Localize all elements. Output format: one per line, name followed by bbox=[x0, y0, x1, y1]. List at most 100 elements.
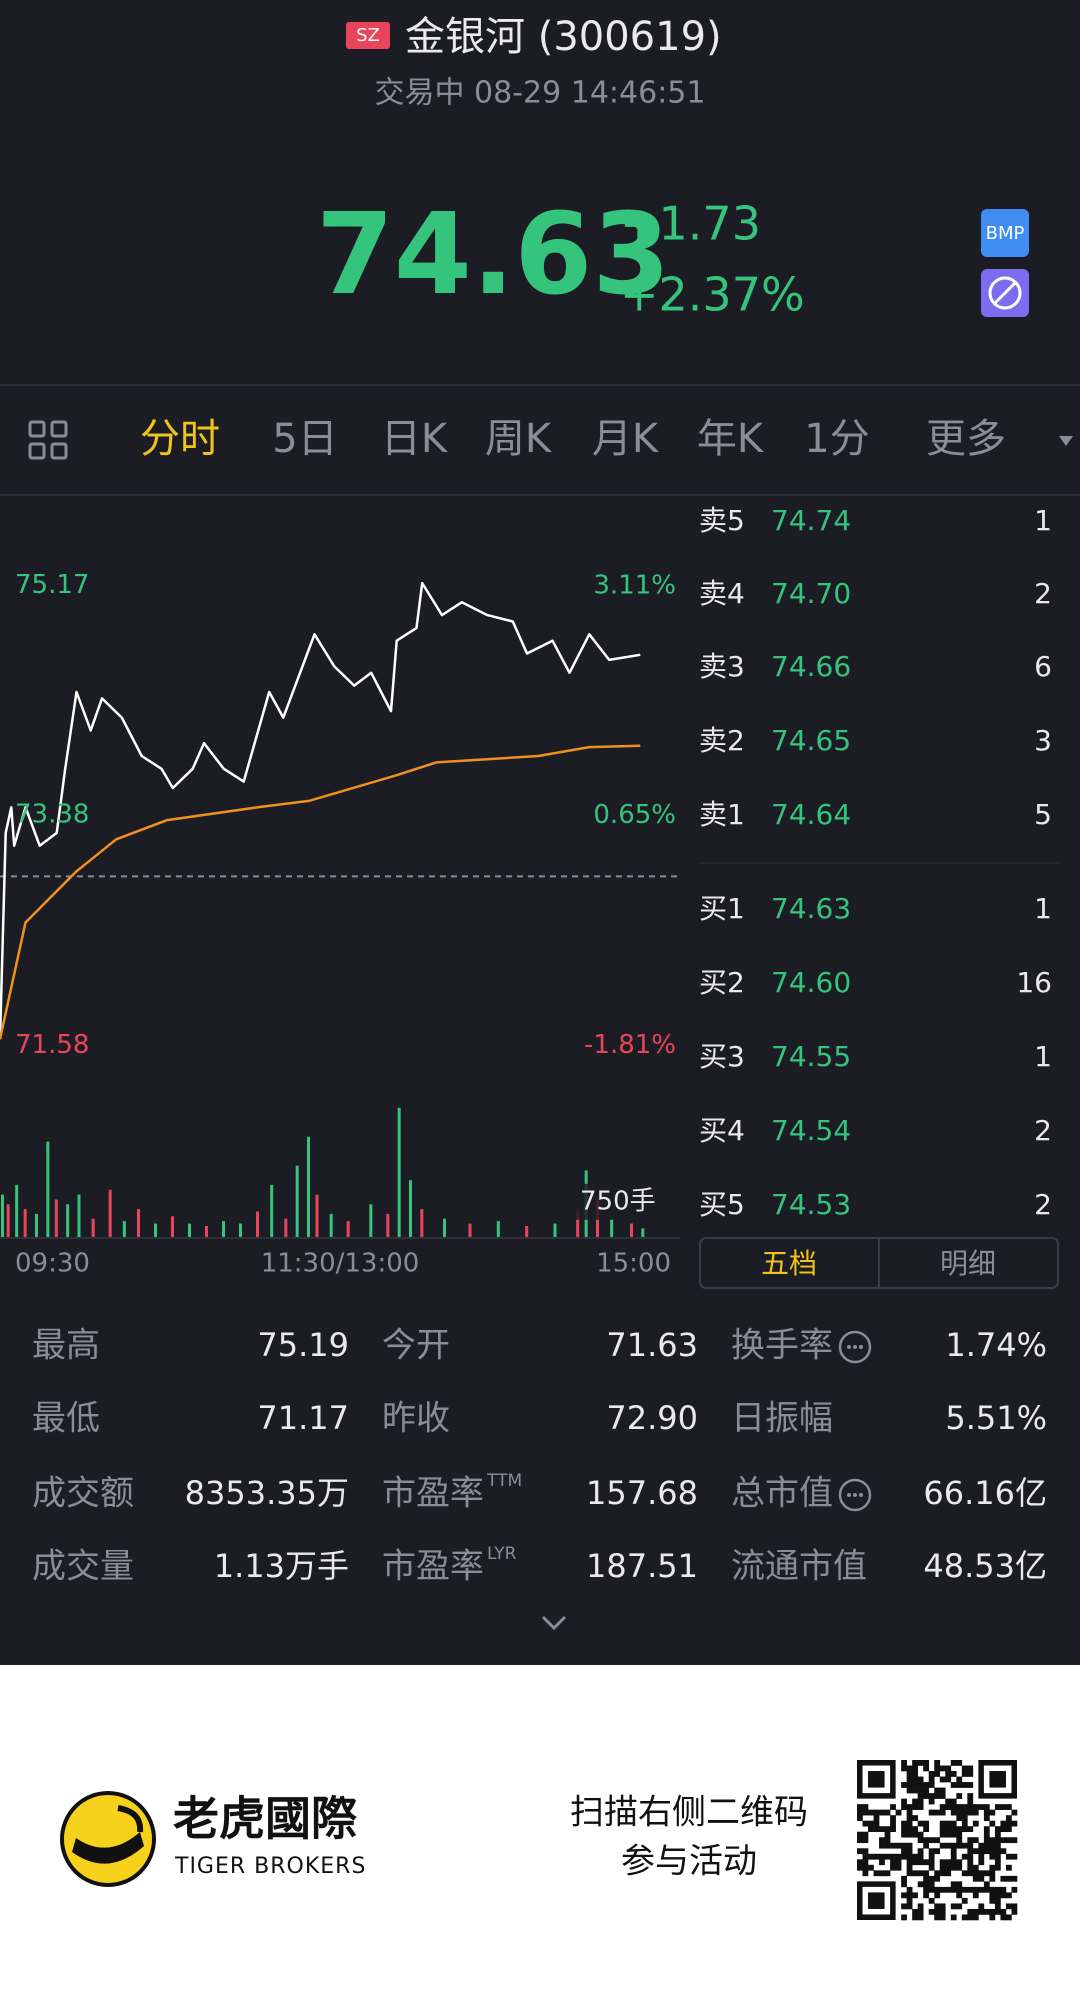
tab[interactable]: 分时 bbox=[140, 416, 220, 462]
qr-module bbox=[967, 1782, 974, 1788]
bmp-icon[interactable] bbox=[981, 209, 1029, 257]
qr-module bbox=[912, 1831, 918, 1838]
qr-module bbox=[956, 1804, 963, 1810]
qr-module bbox=[945, 1820, 952, 1827]
book-label: 买5 bbox=[699, 1188, 745, 1221]
qr-module bbox=[1011, 1903, 1018, 1910]
stat-label: 日振幅 bbox=[731, 1399, 833, 1439]
book-price: 74.63 bbox=[771, 892, 851, 925]
qr-module bbox=[895, 1842, 902, 1849]
qr-module bbox=[857, 1815, 863, 1821]
qr-module bbox=[972, 1892, 979, 1899]
qr-module bbox=[961, 1771, 968, 1777]
tab[interactable]: 5日 bbox=[272, 416, 337, 462]
qr-module bbox=[912, 1815, 918, 1821]
qr-module bbox=[895, 1853, 902, 1860]
info-icon-dot bbox=[859, 1493, 863, 1497]
qr-module bbox=[906, 1782, 913, 1788]
book-label: 买2 bbox=[699, 966, 745, 999]
tab[interactable]: 月K bbox=[592, 416, 660, 462]
qr-module bbox=[939, 1908, 946, 1915]
tab[interactable]: 更多 bbox=[926, 416, 1006, 462]
expand-chevron[interactable] bbox=[541, 1615, 567, 1631]
qr-module bbox=[884, 1842, 891, 1849]
qr-module bbox=[901, 1903, 907, 1910]
qr-module bbox=[989, 1864, 996, 1871]
qr-module bbox=[945, 1886, 952, 1893]
qr-module bbox=[989, 1820, 996, 1827]
qr-module bbox=[934, 1908, 941, 1915]
book-tab[interactable]: 明细 bbox=[940, 1247, 996, 1280]
qr-module bbox=[983, 1842, 990, 1849]
tab[interactable]: 年K bbox=[697, 416, 765, 462]
tab[interactable]: 1分 bbox=[804, 416, 869, 462]
qr-module bbox=[939, 1826, 946, 1833]
qr-module bbox=[945, 1798, 952, 1805]
qr-module bbox=[906, 1820, 913, 1827]
qr-module bbox=[884, 1870, 891, 1877]
more-arrow[interactable] bbox=[1059, 436, 1073, 446]
qr-module bbox=[945, 1804, 952, 1810]
info-icon[interactable] bbox=[838, 1478, 872, 1512]
qr-module bbox=[1011, 1886, 1018, 1893]
order-book: 卖5 74.74 1 卖4 74.70 2 卖3 74.66 6 卖2 74.65 3 卖1 74.64 5… bbox=[699, 504, 1060, 1221]
cta-line: 参与活动 bbox=[621, 1842, 757, 1882]
qr-module bbox=[901, 1760, 907, 1766]
qr-module bbox=[928, 1776, 935, 1783]
book-tab[interactable]: 五档 bbox=[761, 1247, 817, 1280]
brand-name: 老虎國際 bbox=[173, 1792, 357, 1846]
qr-module bbox=[917, 1881, 924, 1888]
tab[interactable]: 日K bbox=[381, 416, 449, 462]
qr-module bbox=[912, 1782, 918, 1788]
qr-module bbox=[928, 1771, 935, 1777]
volume-bar bbox=[239, 1223, 242, 1238]
qr-module bbox=[934, 1765, 941, 1772]
qr-module bbox=[928, 1864, 935, 1871]
qr-module bbox=[1000, 1848, 1007, 1855]
price-change-pct: +2.37% bbox=[620, 268, 805, 322]
volume-bar bbox=[15, 1184, 19, 1238]
qr-module bbox=[912, 1826, 918, 1833]
qr-module bbox=[928, 1782, 935, 1788]
qr-module bbox=[961, 1826, 968, 1833]
qr-module bbox=[917, 1848, 924, 1855]
qr-module bbox=[994, 1864, 1001, 1871]
tab[interactable]: 周K bbox=[485, 416, 553, 462]
qr-module bbox=[906, 1787, 913, 1794]
qr-module bbox=[879, 1870, 885, 1877]
book-qty: 1 bbox=[1034, 892, 1052, 925]
qr-module bbox=[950, 1903, 957, 1910]
qr-module bbox=[978, 1859, 985, 1866]
qr-module bbox=[1005, 1804, 1012, 1810]
qr-module bbox=[956, 1859, 963, 1866]
qr-module bbox=[901, 1853, 907, 1860]
qr-module bbox=[868, 1864, 874, 1871]
qr-module bbox=[934, 1837, 941, 1844]
qr-module bbox=[945, 1776, 952, 1783]
stat-value: 71.17 bbox=[257, 1399, 349, 1437]
book-qty: 16 bbox=[1016, 966, 1052, 999]
qr-module bbox=[923, 1870, 930, 1877]
qr-module bbox=[956, 1815, 963, 1821]
qr-module bbox=[857, 1831, 863, 1838]
volume-bar bbox=[270, 1184, 274, 1238]
qr-module bbox=[917, 1870, 924, 1877]
qr-module bbox=[857, 1859, 863, 1866]
qr-module bbox=[912, 1859, 918, 1866]
qr-module bbox=[906, 1892, 913, 1899]
qr-module bbox=[890, 1842, 896, 1849]
qr-module bbox=[967, 1826, 974, 1833]
volume-bar bbox=[610, 1218, 614, 1238]
qr-module bbox=[967, 1859, 974, 1866]
qr-module bbox=[873, 1820, 880, 1827]
qr-module bbox=[972, 1886, 979, 1893]
qr-module bbox=[906, 1842, 913, 1849]
info-icon[interactable] bbox=[838, 1330, 872, 1364]
qr-module bbox=[928, 1793, 935, 1799]
layout-icon[interactable] bbox=[28, 420, 68, 460]
y2-tick-label: 0.65% bbox=[593, 800, 676, 830]
qr-module bbox=[906, 1771, 913, 1777]
qr-module bbox=[923, 1837, 930, 1844]
qr-module bbox=[994, 1886, 1001, 1893]
qr-module bbox=[934, 1892, 941, 1899]
